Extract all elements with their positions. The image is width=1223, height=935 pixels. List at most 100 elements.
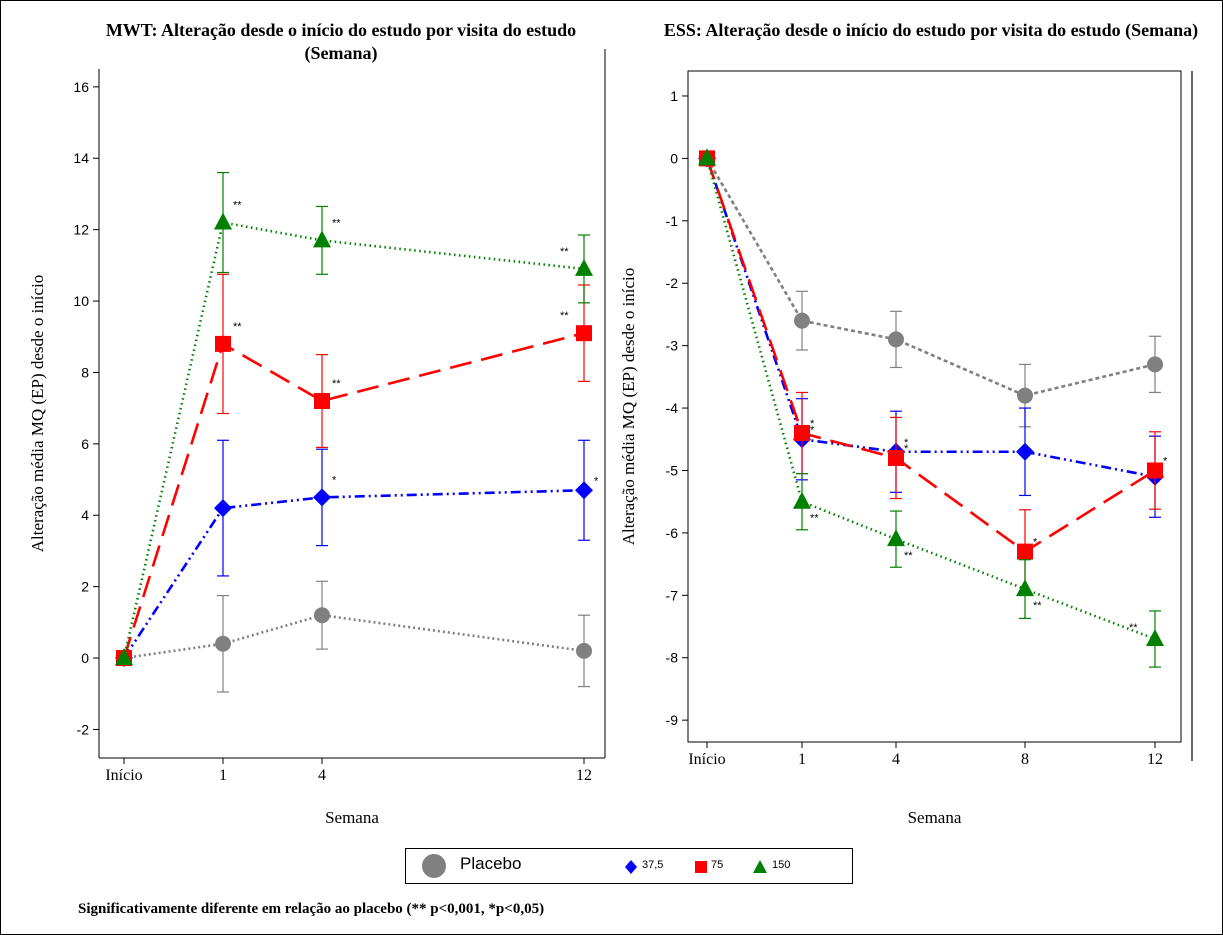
significance-label: * — [594, 475, 599, 487]
legend-placebo-label: Placebo — [460, 854, 522, 873]
significance-label: ** — [332, 217, 341, 229]
y-tick-label: 2 — [81, 579, 89, 595]
x-tick-label: 1 — [219, 767, 227, 784]
data-point-circle — [888, 331, 904, 348]
significance-label: * — [904, 437, 909, 449]
y-tick-label: 0 — [670, 150, 678, 166]
legend-dose2-marker — [695, 861, 707, 873]
x-tick-label: Início — [688, 751, 725, 768]
right-chart-title: ESS: Alteração desde o início do estudo … — [663, 20, 1199, 40]
y-tick-label: 12 — [73, 222, 89, 238]
significance-label: * — [810, 424, 815, 436]
x-tick-label: 1 — [798, 751, 806, 768]
significance-label: ** — [560, 246, 569, 258]
y-tick-label: 1 — [670, 88, 678, 104]
data-point-circle — [576, 642, 592, 659]
series-line — [122, 331, 585, 659]
data-point-square — [314, 393, 330, 410]
series-375: ** — [698, 149, 1164, 518]
series-75: **** — [699, 150, 1168, 595]
y-tick-label: 8 — [81, 364, 89, 380]
significance-label: ** — [233, 321, 242, 333]
x-tick-label: 4 — [318, 767, 326, 784]
series-375: ** — [115, 439, 599, 668]
x-tick-label: Início — [105, 767, 142, 784]
plot-frame — [687, 70, 1182, 743]
data-point-circle — [1017, 387, 1033, 404]
significance-label: * — [332, 474, 337, 486]
data-point-square — [1017, 543, 1033, 560]
data-point-diamond — [214, 499, 232, 518]
series-placebo — [116, 580, 592, 693]
y-tick-label: -9 — [666, 712, 679, 728]
legend-dose3-marker — [753, 860, 767, 873]
data-point-triangle — [698, 148, 716, 166]
significance-label: ** — [332, 378, 341, 390]
legend-placebo-marker — [422, 854, 446, 878]
y-tick-label: -5 — [666, 462, 679, 478]
data-point-square — [794, 425, 810, 442]
y-tick-label: 6 — [81, 436, 89, 452]
legend: Placebo 37,5 75 150 — [405, 848, 853, 884]
data-point-diamond — [575, 481, 593, 500]
data-point-triangle — [1146, 629, 1164, 647]
data-point-diamond — [1016, 442, 1034, 461]
significance-label: ** — [1129, 622, 1138, 634]
significance-label: * — [1163, 455, 1168, 467]
y-tick-label: 16 — [73, 79, 89, 95]
y-axis-label: Alteração média MQ (EP) desde o início — [619, 268, 638, 546]
legend-dose1-label: 37,5 — [642, 859, 664, 871]
series-line — [705, 158, 1156, 641]
series-75: ** ** ** — [116, 273, 592, 667]
data-point-square — [215, 335, 231, 352]
series-line — [123, 613, 585, 660]
y-tick-label: 10 — [73, 293, 89, 309]
series-line — [122, 488, 585, 659]
data-point-square — [888, 449, 904, 466]
series-150: ** ** ** — [115, 171, 593, 666]
data-point-circle — [1147, 356, 1163, 373]
data-point-triangle — [887, 529, 905, 547]
data-point-triangle — [1016, 579, 1034, 597]
data-point-square — [576, 325, 592, 342]
y-tick-label: -4 — [666, 400, 679, 416]
chart-ess: 1 0 -1 -2 -3 -4 -5 -6 -7 -8 -9 Início 1 4 8 12 Semana Alt… — [619, 70, 1193, 827]
significance-label: ** — [233, 200, 242, 212]
y-tick-label: -2 — [77, 721, 90, 737]
y-tick-label: 14 — [73, 150, 89, 166]
significance-label: ** — [560, 310, 569, 322]
significance-label: ** — [904, 550, 913, 562]
y-tick-label: -6 — [666, 525, 679, 541]
series-150: ******** — [698, 148, 1164, 668]
significance-label: * — [904, 443, 909, 455]
significance-label: ** — [1033, 600, 1042, 612]
x-axis-label: Semana — [325, 808, 379, 827]
data-point-triangle — [115, 648, 133, 666]
legend-dose3-label: 150 — [772, 859, 791, 871]
footnote: Significativamente diferente em relação … — [78, 901, 545, 917]
data-point-circle — [314, 607, 330, 624]
data-point-diamond — [313, 488, 331, 507]
x-axis-label: Semana — [908, 808, 962, 827]
y-tick-label: -3 — [666, 338, 679, 354]
y-axis-label: Alteração média MQ (EP) desde o início — [28, 275, 47, 553]
x-tick-label: 8 — [1021, 751, 1029, 768]
significance-label: * — [810, 418, 815, 430]
significance-label: ** — [810, 513, 819, 525]
data-point-triangle — [214, 212, 232, 230]
x-tick-label: 4 — [892, 751, 900, 768]
data-point-triangle — [575, 258, 593, 276]
y-tick-label: -7 — [666, 587, 679, 603]
data-point-square — [1147, 462, 1163, 479]
y-tick-label: 0 — [81, 650, 89, 666]
legend-markers — [422, 854, 767, 878]
x-tick-label: 12 — [576, 767, 592, 784]
y-tick-label: -2 — [666, 275, 679, 291]
series-line — [705, 157, 1156, 478]
y-tick-label: -1 — [666, 213, 679, 229]
left-chart-title: MWT: Alteração desde o início do estudo … — [105, 20, 577, 63]
data-point-triangle — [313, 230, 331, 248]
